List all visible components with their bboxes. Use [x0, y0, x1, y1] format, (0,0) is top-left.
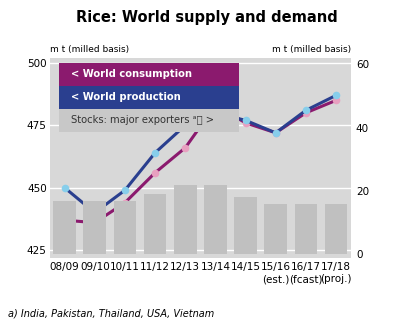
- Bar: [59, 63, 240, 86]
- Text: < World consumption: < World consumption: [71, 70, 192, 80]
- Text: m t (milled basis): m t (milled basis): [272, 45, 351, 54]
- Text: < World production: < World production: [71, 92, 180, 102]
- Text: m t (milled basis): m t (milled basis): [50, 45, 129, 54]
- Text: Stocks: major exporters ᵃ⧳ >: Stocks: major exporters ᵃ⧳ >: [71, 115, 214, 125]
- Bar: [325, 204, 347, 254]
- Bar: [59, 109, 240, 132]
- Bar: [204, 185, 227, 254]
- Bar: [174, 185, 197, 254]
- Text: Rice: World supply and demand: Rice: World supply and demand: [76, 10, 337, 25]
- Bar: [234, 197, 257, 254]
- Bar: [114, 201, 136, 254]
- Bar: [53, 201, 76, 254]
- Bar: [264, 204, 287, 254]
- Bar: [59, 86, 240, 109]
- Bar: [83, 201, 106, 254]
- Bar: [144, 194, 166, 254]
- Bar: [294, 204, 317, 254]
- Text: a) India, Pakistan, Thailand, USA, Vietnam: a) India, Pakistan, Thailand, USA, Vietn…: [8, 309, 214, 319]
